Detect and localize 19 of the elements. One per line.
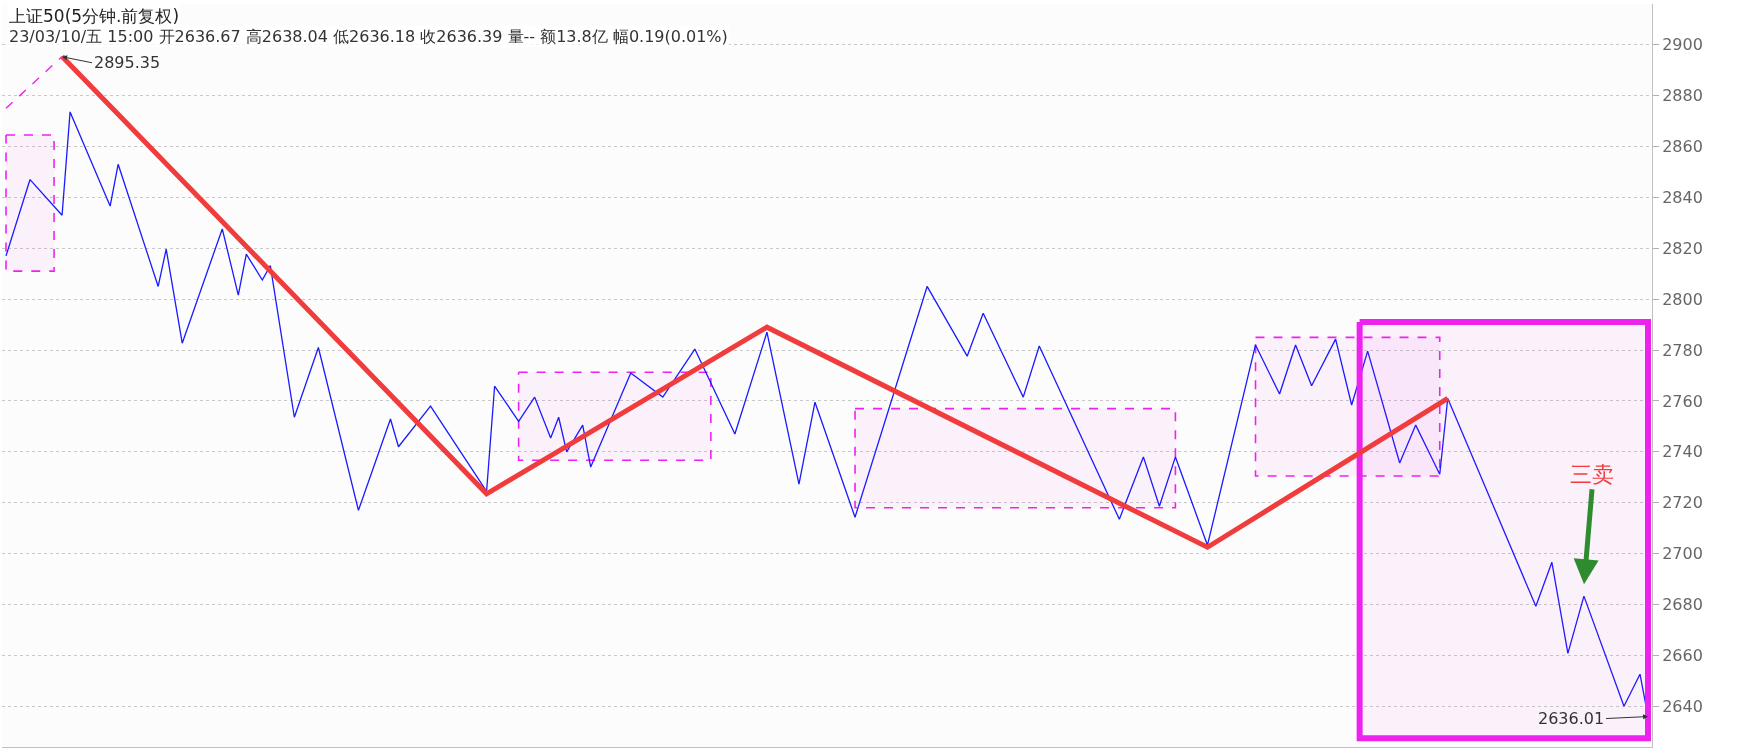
- y-tick-label: 2640: [1662, 696, 1703, 716]
- annotation: 2636.01: [1538, 709, 1605, 728]
- y-tick-label: 2740: [1662, 442, 1703, 462]
- y-tick-label: 2840: [1662, 187, 1703, 207]
- chart-title: 上证50(5分钟.前复权): [9, 6, 180, 26]
- y-tick-label: 2800: [1662, 289, 1703, 309]
- y-tick-label: 2820: [1662, 238, 1703, 258]
- y-tick-label: 2660: [1662, 646, 1703, 665]
- text: 23/03/10/五 15:00 开2636.67 高2638.04 低2636.18 收2636.39 量-- 额13.8亿 幅0.19(0.01%): [9, 27, 728, 46]
- y-tick-label: 2680: [1662, 595, 1703, 615]
- y-tick-label: 2720: [1662, 493, 1703, 513]
- y-tick-label: 2860: [1662, 137, 1703, 157]
- y-tick-label: 2880: [1662, 86, 1703, 106]
- annotation: 三卖: [1570, 462, 1614, 487]
- y-tick-label: 2900: [1662, 35, 1703, 55]
- y-tick-label: 2780: [1662, 340, 1703, 360]
- annotation: 2895.35: [94, 53, 161, 72]
- y-tick-label: 2760: [1662, 391, 1703, 411]
- y-tick-label: 2700: [1662, 544, 1703, 564]
